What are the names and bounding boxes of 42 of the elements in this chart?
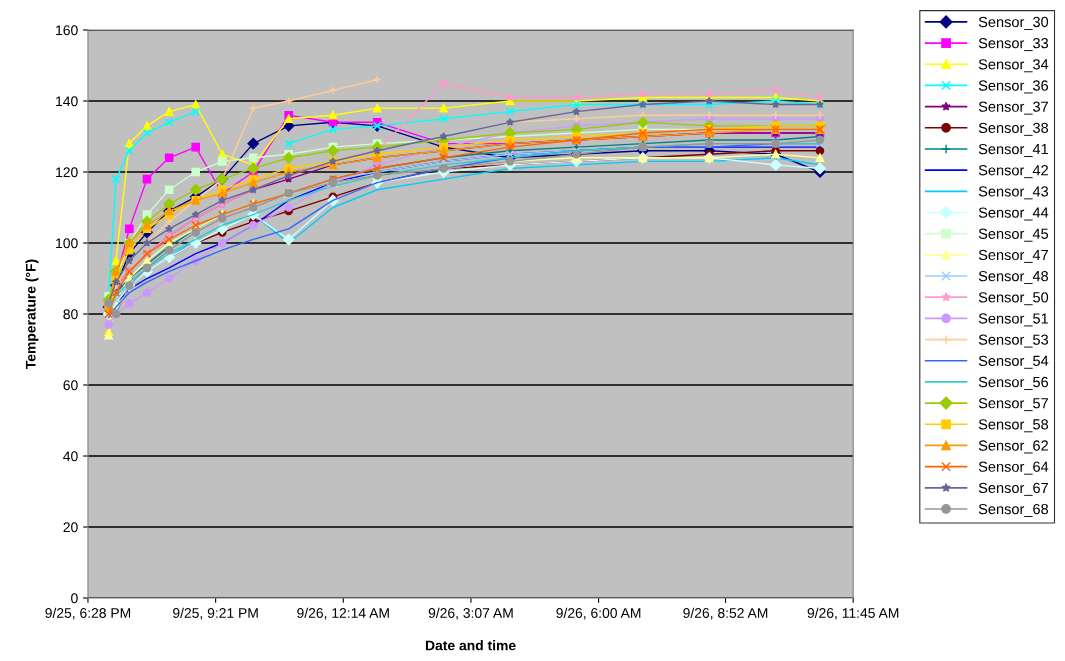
- x-tick-label: 9/25, 9:21 PM: [173, 607, 258, 620]
- legend-label: Sensor_43: [978, 186, 1049, 200]
- legend-label: Sensor_62: [978, 440, 1048, 454]
- y-axis-title: Temperature (°F): [25, 259, 39, 369]
- legend-label: Sensor_38: [978, 122, 1049, 136]
- legend-label: Sensor_48: [978, 270, 1049, 285]
- x-tick-label: 9/26, 11:45 AM: [807, 607, 899, 620]
- legend-label: Sensor_42: [978, 165, 1048, 179]
- legend-label: Sensor_33: [978, 37, 1049, 52]
- legend-label: Sensor_51: [978, 313, 1048, 327]
- legend-label: Sensor_58: [978, 419, 1049, 433]
- legend-label: Sensor_30: [978, 16, 1049, 30]
- x-tick-label: 9/26, 8:52 AM: [683, 607, 768, 620]
- y-tick-label: 0: [71, 593, 78, 604]
- x-tick-label: 9/26, 3:07 AM: [428, 607, 513, 620]
- legend-label: Sensor_50: [978, 292, 1049, 306]
- legend-label: Sensor_68: [978, 503, 1049, 517]
- y-tick-label: 40: [63, 451, 78, 462]
- legend-label: Sensor_45: [978, 228, 1049, 242]
- legend-label: Sensor_57: [978, 398, 1048, 412]
- legend-label: Sensor_44: [978, 207, 1049, 221]
- y-tick-label: 60: [63, 380, 78, 391]
- legend-label: Sensor_54: [978, 355, 1049, 369]
- legend-label: Sensor_53: [978, 334, 1049, 348]
- y-tick-label: 20: [63, 522, 78, 533]
- legend-label: Sensor_34: [978, 59, 1049, 73]
- y-tick-label: 140: [56, 96, 78, 107]
- legend-label: Sensor_41: [978, 143, 1048, 157]
- legend-label: Sensor_64: [978, 461, 1049, 475]
- y-tick-label: 100: [56, 238, 78, 249]
- legend-label: Sensor_47: [978, 249, 1048, 263]
- y-tick-label: 80: [63, 309, 78, 320]
- x-axis-title: Date and time: [425, 640, 516, 651]
- y-tick-label: 120: [56, 167, 78, 178]
- x-tick-label: 9/25, 6:28 PM: [45, 607, 131, 620]
- legend-label: Sensor_36: [978, 80, 1049, 94]
- x-tick-label: 9/26, 12:14 AM: [297, 607, 389, 620]
- y-tick-label: 160: [56, 25, 78, 36]
- legend-label: Sensor_67: [978, 482, 1048, 496]
- legend-label: Sensor_56: [978, 376, 1049, 390]
- legend-label: Sensor_37: [978, 101, 1048, 115]
- x-tick-label: 9/26, 6:00 AM: [556, 607, 641, 620]
